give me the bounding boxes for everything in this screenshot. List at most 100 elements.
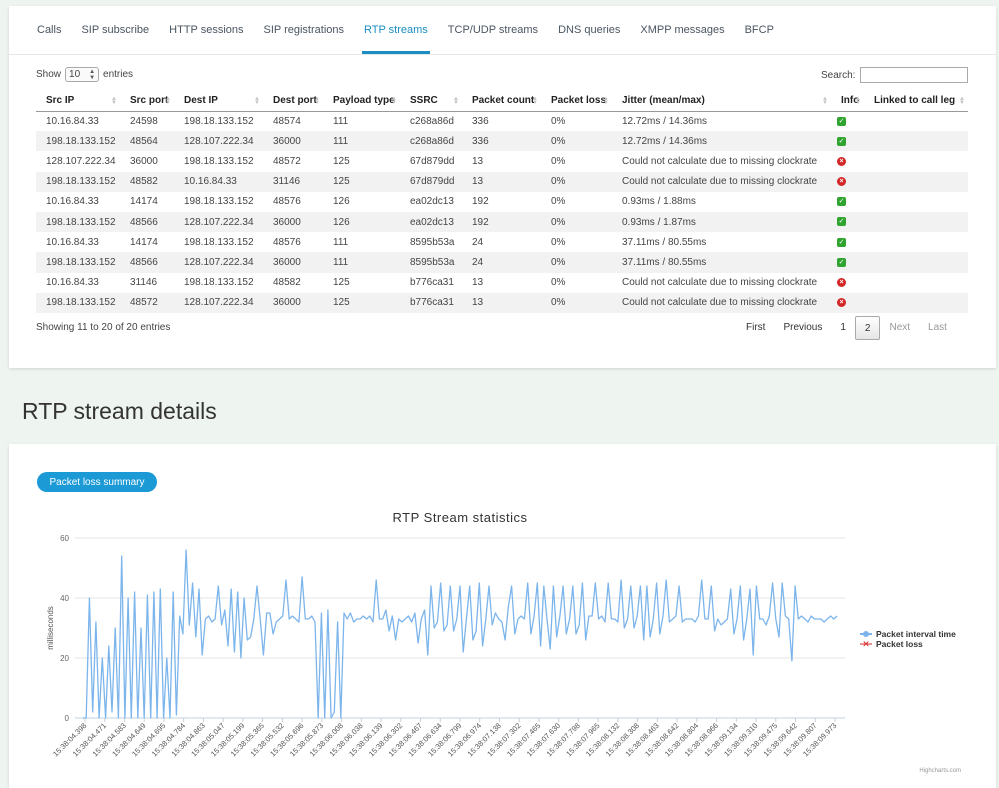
pagination-previous[interactable]: Previous bbox=[783, 322, 823, 333]
check-square-icon: ✓ bbox=[837, 217, 846, 227]
chart-credits: Highcharts.com bbox=[919, 768, 961, 774]
cell-payload: 125 bbox=[323, 171, 400, 192]
tab-sip-subscribe[interactable]: SIP subscribe bbox=[81, 24, 150, 36]
column-header-src-ip[interactable]: Src IP ▲ ▼ bbox=[36, 91, 120, 112]
cell-dest-ip: 128.107.222.34 bbox=[174, 252, 263, 273]
column-header-packet-loss[interactable]: Packet loss ▲ ▼ bbox=[541, 91, 612, 112]
column-header-packet-count[interactable]: Packet count ▲ ▼ bbox=[462, 91, 541, 112]
cell-src-ip: 198.18.133.152 bbox=[36, 211, 120, 233]
sort-icon: ▲ ▼ bbox=[391, 96, 397, 106]
info-cell: ✓ bbox=[831, 232, 864, 253]
tab-tcp-udp-streams[interactable]: TCP/UDP streams bbox=[447, 24, 539, 36]
cell-jitter: 0.93ms / 1.87ms bbox=[612, 211, 831, 233]
search-input[interactable] bbox=[860, 67, 969, 83]
cell-src-port: 14174 bbox=[120, 191, 174, 212]
check-square-icon: ✓ bbox=[837, 257, 846, 267]
chart-title: RTP Stream statistics bbox=[393, 510, 528, 525]
cell-count: 24 bbox=[462, 252, 541, 273]
column-header-label: Src IP bbox=[46, 95, 75, 107]
tab-calls[interactable]: Calls bbox=[37, 24, 62, 36]
cell-payload: 111 bbox=[323, 131, 400, 152]
table-row[interactable]: 198.18.133.152 48572 128.107.222.34 36000 12… bbox=[36, 292, 968, 313]
table-row[interactable]: 198.18.133.152 48582 10.16.84.33 31146 125 67… bbox=[36, 171, 968, 192]
cell-src-port: 48582 bbox=[120, 171, 174, 192]
info-cell: ✓ bbox=[831, 131, 864, 152]
sort-icon: ▲ ▼ bbox=[959, 96, 965, 106]
pagination-last: Last bbox=[928, 322, 947, 333]
tab-bfcp[interactable]: BFCP bbox=[744, 24, 774, 36]
tab-http-sessions[interactable]: HTTP sessions bbox=[169, 24, 244, 36]
pagination-page-1[interactable]: 1 bbox=[840, 322, 846, 333]
column-header-label: Packet count bbox=[472, 95, 535, 107]
cell-payload: 126 bbox=[323, 191, 400, 212]
cell-dest-port: 36000 bbox=[263, 211, 323, 233]
cell-src-port: 36000 bbox=[120, 151, 174, 172]
cell-loss: 0% bbox=[541, 252, 612, 273]
column-header-dest-ip[interactable]: Dest IP ▲ ▼ bbox=[174, 91, 263, 112]
table-row[interactable]: 198.18.133.152 48566 128.107.222.34 36000 11… bbox=[36, 252, 968, 273]
table-row[interactable]: 10.16.84.33 24598 198.18.133.152 48574 111 c2… bbox=[36, 111, 968, 132]
cell-payload: 126 bbox=[323, 211, 400, 233]
column-header-linked-to-call-leg[interactable]: Linked to call leg ▲ ▼ bbox=[864, 91, 968, 112]
tab-xmpp-messages[interactable]: XMPP messages bbox=[640, 24, 725, 36]
pagination-page-2[interactable]: 2 bbox=[854, 316, 881, 340]
column-header-info[interactable]: Info ▲ ▼ bbox=[831, 91, 864, 112]
column-header-label: Dest IP bbox=[184, 95, 218, 107]
entries-per-page-select[interactable]: 10 ▲ ▼ bbox=[65, 67, 100, 82]
column-header-dest-port[interactable]: Dest port ▲ ▼ bbox=[263, 91, 323, 112]
check-square-icon: ✓ bbox=[837, 197, 846, 207]
cell-loss: 0% bbox=[541, 272, 612, 293]
cell-loss: 0% bbox=[541, 111, 612, 132]
y-tick-label: 60 bbox=[60, 534, 69, 543]
pagination-first[interactable]: First bbox=[746, 322, 766, 333]
cell-dest-ip: 198.18.133.152 bbox=[174, 111, 263, 132]
cell-jitter: 37.11ms / 80.55ms bbox=[612, 252, 831, 273]
table-row[interactable]: 10.16.84.33 14174 198.18.133.152 48576 126 ea… bbox=[36, 191, 968, 212]
cell-src-port: 48566 bbox=[120, 211, 174, 233]
cell-linked bbox=[864, 272, 968, 293]
cell-count: 192 bbox=[462, 211, 541, 233]
updown-arrow-icon: ▲ ▼ bbox=[89, 68, 96, 81]
info-cell: ✓ bbox=[831, 252, 864, 273]
cell-count: 192 bbox=[462, 191, 541, 212]
tab-sip-registrations[interactable]: SIP registrations bbox=[263, 24, 345, 36]
cell-dest-port: 36000 bbox=[263, 292, 323, 313]
cell-count: 13 bbox=[462, 171, 541, 192]
show-label: Show bbox=[36, 69, 62, 80]
column-header-src-port[interactable]: Src port ▲ ▼ bbox=[120, 91, 174, 112]
table-row[interactable]: 198.18.133.152 48564 128.107.222.34 36000 11… bbox=[36, 131, 968, 152]
cell-src-port: 31146 bbox=[120, 272, 174, 293]
table-search: Search: bbox=[821, 67, 969, 83]
tab-rtp-streams[interactable]: RTP streams bbox=[354, 6, 438, 54]
cell-payload: 125 bbox=[323, 292, 400, 313]
y-tick-label: 0 bbox=[65, 714, 70, 723]
cell-payload: 111 bbox=[323, 232, 400, 253]
cell-linked bbox=[864, 111, 968, 132]
y-tick-label: 40 bbox=[60, 594, 69, 603]
packet-loss-summary-button[interactable]: Packet loss summary bbox=[37, 472, 157, 492]
table-row[interactable]: 128.107.222.34 36000 198.18.133.152 48572 12… bbox=[36, 151, 968, 172]
table-row[interactable]: 10.16.84.33 31146 198.18.133.152 48582 125 b7… bbox=[36, 272, 968, 293]
entries-per-page-value: 10 bbox=[69, 69, 81, 80]
rtp-streams-table: Src IP ▲ ▼ Src port ▲ ▼ Dest IP ▲ ▼ Dest port ▲ ▼ Pa… bbox=[36, 91, 968, 313]
check-square-icon: ✓ bbox=[837, 136, 846, 146]
column-header-ssrc[interactable]: SSRC ▲ ▼ bbox=[400, 91, 462, 112]
column-header-jitter-mean-max[interactable]: Jitter (mean/max) ▲ ▼ bbox=[612, 91, 831, 112]
table-row[interactable]: 10.16.84.33 14174 198.18.133.152 48576 111 85… bbox=[36, 232, 968, 253]
sort-icon: ▲ ▼ bbox=[254, 96, 260, 106]
cell-src-port: 48564 bbox=[120, 131, 174, 152]
y-tick-label: 20 bbox=[60, 654, 69, 663]
cell-dest-port: 48576 bbox=[263, 191, 323, 212]
column-header-label: Linked to call leg bbox=[874, 95, 956, 107]
cell-dest-port: 48572 bbox=[263, 151, 323, 172]
table-row[interactable]: 198.18.133.152 48566 128.107.222.34 36000 12… bbox=[36, 211, 968, 233]
legend-label-packet-loss: Packet loss bbox=[876, 639, 923, 649]
cell-ssrc: 8595b53a bbox=[400, 232, 462, 253]
tab-dns-queries[interactable]: DNS queries bbox=[558, 24, 621, 36]
cell-ssrc: c268a86d bbox=[400, 131, 462, 152]
column-header-payload-type[interactable]: Payload type ▲ ▼ bbox=[323, 91, 400, 112]
sort-icon: ▲ ▼ bbox=[532, 96, 538, 106]
cell-ssrc: 67d879dd bbox=[400, 151, 462, 172]
cell-ssrc: ea02dc13 bbox=[400, 191, 462, 212]
cell-payload: 111 bbox=[323, 252, 400, 273]
